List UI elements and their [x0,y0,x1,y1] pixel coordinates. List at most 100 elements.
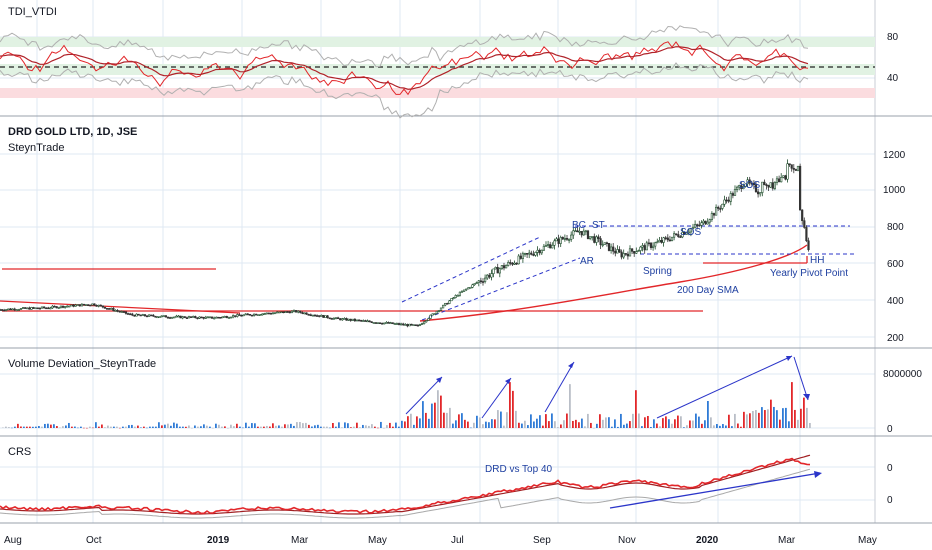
candle-body-277 [580,231,583,236]
candle-body-216 [452,297,455,299]
volume-bar-117 [353,426,355,428]
candle-body-191 [399,323,403,326]
candle-body-323 [677,234,680,237]
candle-body-298 [624,253,627,255]
candle-body-113 [236,314,239,317]
volume-bar-194 [584,426,586,428]
candle-body-70 [145,315,149,318]
volume-bar-238 [716,424,718,428]
candle-body-337 [706,221,709,225]
volume-bar-229 [689,420,691,428]
candle-body-14 [28,307,31,310]
volume-bar-123 [371,424,373,428]
annotation-spring: Spring [643,266,672,277]
candle-body-375 [786,163,789,180]
candle-body-350 [733,189,737,196]
candle-body-262 [549,244,552,249]
volume-bar-186 [560,424,562,428]
candle-body-6 [11,308,14,311]
candle-body-174 [364,320,367,322]
volume-bar-181 [545,414,547,428]
volume-bar-174 [524,420,526,428]
volume-bar-164 [494,419,496,428]
candle-body-224 [469,287,472,289]
volume-bar-72 [218,424,220,428]
volume-bar-269 [809,422,811,428]
candle-body-193 [404,324,407,326]
candle-body-340 [712,213,716,216]
volume-bar-173 [521,423,523,428]
candle-body-206 [431,313,434,316]
x-tick-sep: Sep [533,535,551,546]
volume-bar-68 [206,425,208,428]
candle-body-185 [387,322,390,324]
candle-body-155 [324,315,327,318]
candle-body-343 [719,208,722,210]
volume-bar-37 [113,426,115,428]
candle-body-182 [381,322,384,325]
volume-bar-193 [581,418,583,428]
volume-bar-219 [659,426,661,428]
candle-body-150 [313,314,317,317]
volume-arrows [405,355,809,419]
candle-body-119 [248,314,252,316]
candle-body-333 [698,224,701,227]
candle-body-63 [131,313,134,316]
candle-body-310 [649,242,653,248]
volume-bar-214 [644,417,646,428]
volume-bar-9 [29,426,31,428]
candle-body-57 [118,310,121,313]
volume-bar-259 [779,419,781,428]
candle-body-355 [744,183,747,187]
volume-bar-7 [23,426,25,428]
candle-body-97 [202,317,205,319]
candle-body-295 [618,249,621,253]
candle-body-268 [561,237,564,240]
candle-body-220 [460,291,464,293]
candle-body-93 [194,316,197,319]
candle-body-138 [288,311,291,314]
candle-body-142 [297,310,300,313]
price-tick-400: 400 [887,296,904,307]
volume-bar-165 [497,410,499,428]
volume-bar-1 [5,426,7,428]
volume-bar-243 [731,426,733,428]
volume-bar-114 [344,422,346,428]
candle-body-176 [368,320,371,323]
candle-body-258 [540,249,543,254]
candle-body-38 [78,304,81,307]
candle-body-270 [565,238,569,240]
candle-body-67 [139,314,142,317]
candle-body-194 [406,324,409,327]
channel-upper-line [401,236,541,303]
x-tick-mar-2019: Mar [291,535,309,546]
candle-body-247 [517,255,520,265]
candle-body-40 [82,303,86,306]
candle-body-346 [725,199,728,202]
candle-body-189 [395,323,399,325]
candle-body-159 [332,317,336,320]
candle-body-376 [788,163,791,166]
candle-body-161 [336,317,340,320]
candle-body-222 [465,288,468,291]
volume-bar-260 [782,408,784,428]
volume-arrow-1 [405,376,443,415]
volume-bar-4 [14,426,16,428]
candle-body-316 [662,237,665,243]
volume-bar-125 [377,427,379,429]
volume-bar-230 [692,420,694,428]
candle-body-140 [292,310,296,312]
candle-body-221 [462,289,466,292]
candle-body-384 [805,227,808,242]
candle-body-54 [112,308,115,311]
candle-body-162 [339,318,342,321]
candle-body-51 [106,308,109,310]
volume-bar-22 [68,422,70,428]
candle-body-127 [265,312,268,315]
volume-bar-34 [104,427,106,428]
volume-bar-48 [146,427,148,429]
candle-body-124 [259,314,262,316]
volume-bar-92 [278,425,280,428]
candle-body-158 [330,318,333,320]
candle-body-227 [475,282,478,284]
